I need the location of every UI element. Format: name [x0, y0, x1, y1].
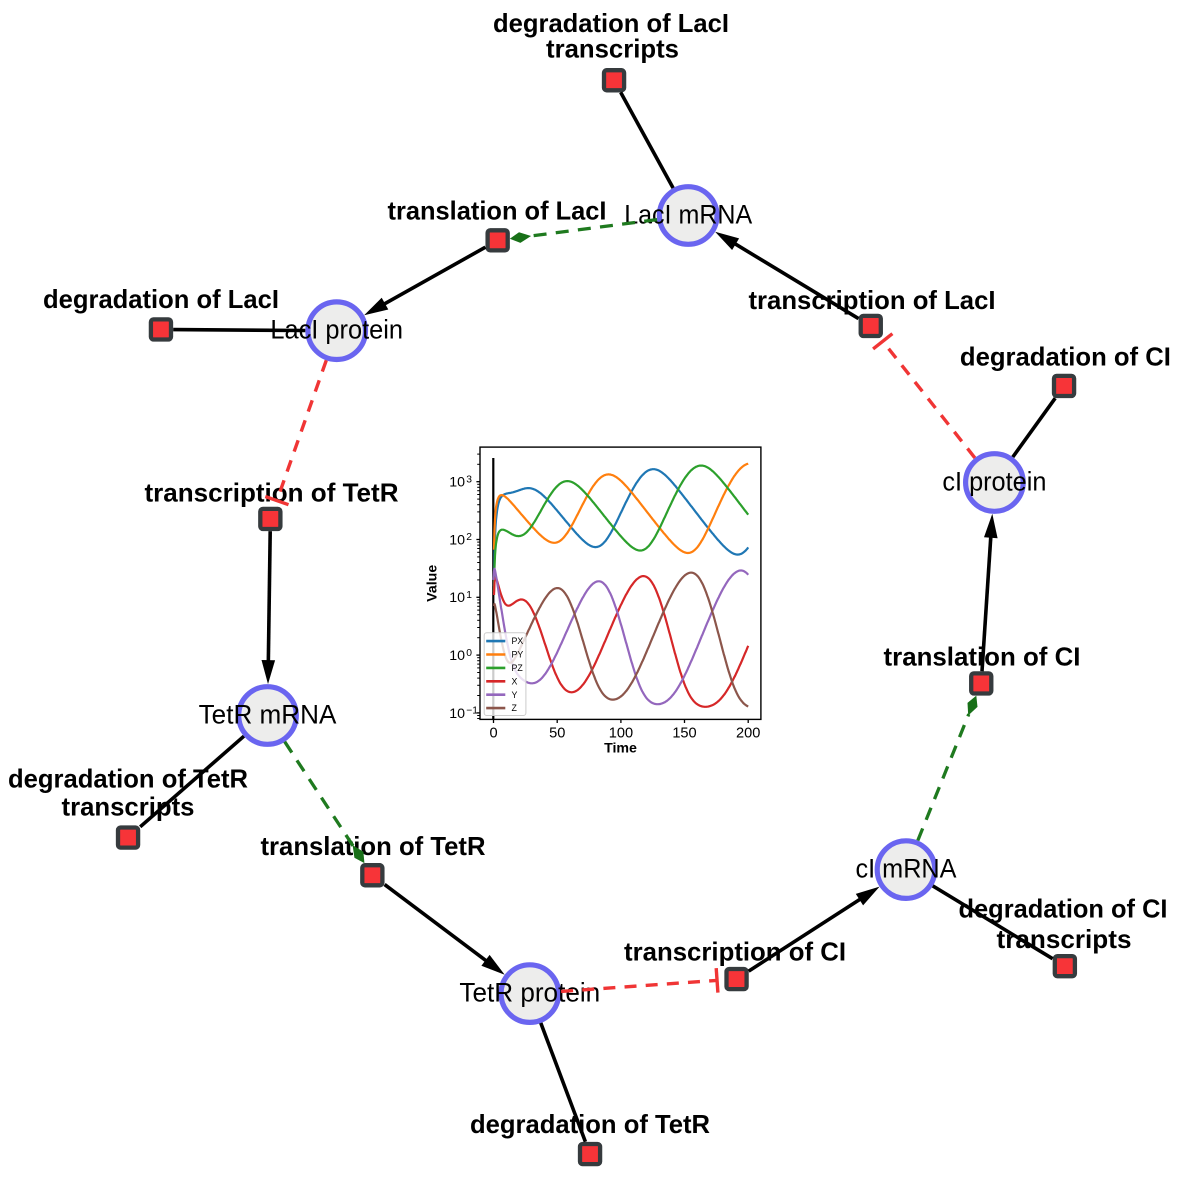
- svg-text:cI protein: cI protein: [942, 467, 1046, 497]
- svg-text:200: 200: [736, 726, 760, 742]
- svg-text:50: 50: [549, 726, 565, 742]
- svg-text:transcripts: transcripts: [997, 924, 1132, 954]
- svg-text:2: 2: [466, 532, 472, 543]
- svg-text:translation of TetR: translation of TetR: [261, 831, 486, 861]
- svg-text:10: 10: [449, 475, 465, 491]
- svg-text:10: 10: [449, 706, 465, 722]
- svg-text:degradation of TetR: degradation of TetR: [8, 764, 248, 794]
- svg-text:translation of LacI: translation of LacI: [388, 196, 607, 226]
- svg-text:Value: Value: [425, 565, 441, 602]
- svg-text:3: 3: [466, 474, 472, 485]
- svg-text:transcription of LacI: transcription of LacI: [749, 285, 996, 315]
- svg-text:0: 0: [466, 648, 472, 659]
- svg-text:degradation of TetR: degradation of TetR: [470, 1109, 710, 1139]
- svg-text:PZ: PZ: [512, 663, 524, 673]
- svg-text:PY: PY: [512, 650, 524, 660]
- svg-text:X: X: [512, 676, 518, 686]
- svg-text:Time: Time: [604, 740, 637, 756]
- svg-text:degradation of LacI: degradation of LacI: [43, 284, 279, 314]
- svg-text:Y: Y: [512, 690, 518, 700]
- svg-text:Z: Z: [512, 703, 518, 713]
- svg-text:0: 0: [489, 726, 497, 742]
- svg-text:LacI mRNA: LacI mRNA: [624, 200, 752, 230]
- svg-text:150: 150: [672, 726, 696, 742]
- svg-text:100: 100: [609, 726, 633, 742]
- svg-text:transcription of TetR: transcription of TetR: [145, 477, 399, 507]
- svg-text:1: 1: [466, 590, 472, 601]
- svg-text:degradation of CI: degradation of CI: [959, 893, 1168, 923]
- svg-text:10: 10: [449, 648, 465, 664]
- svg-text:PX: PX: [512, 636, 524, 646]
- svg-text:cI mRNA: cI mRNA: [856, 854, 957, 884]
- svg-text:10: 10: [449, 590, 465, 606]
- svg-text:degradation of LacI: degradation of LacI: [493, 8, 729, 38]
- svg-text:transcription of CI: transcription of CI: [624, 936, 846, 966]
- svg-text:−1: −1: [466, 706, 478, 717]
- svg-text:transcripts: transcripts: [546, 34, 679, 64]
- svg-text:degradation of CI: degradation of CI: [960, 342, 1171, 372]
- svg-text:TetR mRNA: TetR mRNA: [199, 700, 337, 730]
- svg-text:TetR protein: TetR protein: [459, 978, 600, 1008]
- svg-text:10: 10: [449, 532, 465, 548]
